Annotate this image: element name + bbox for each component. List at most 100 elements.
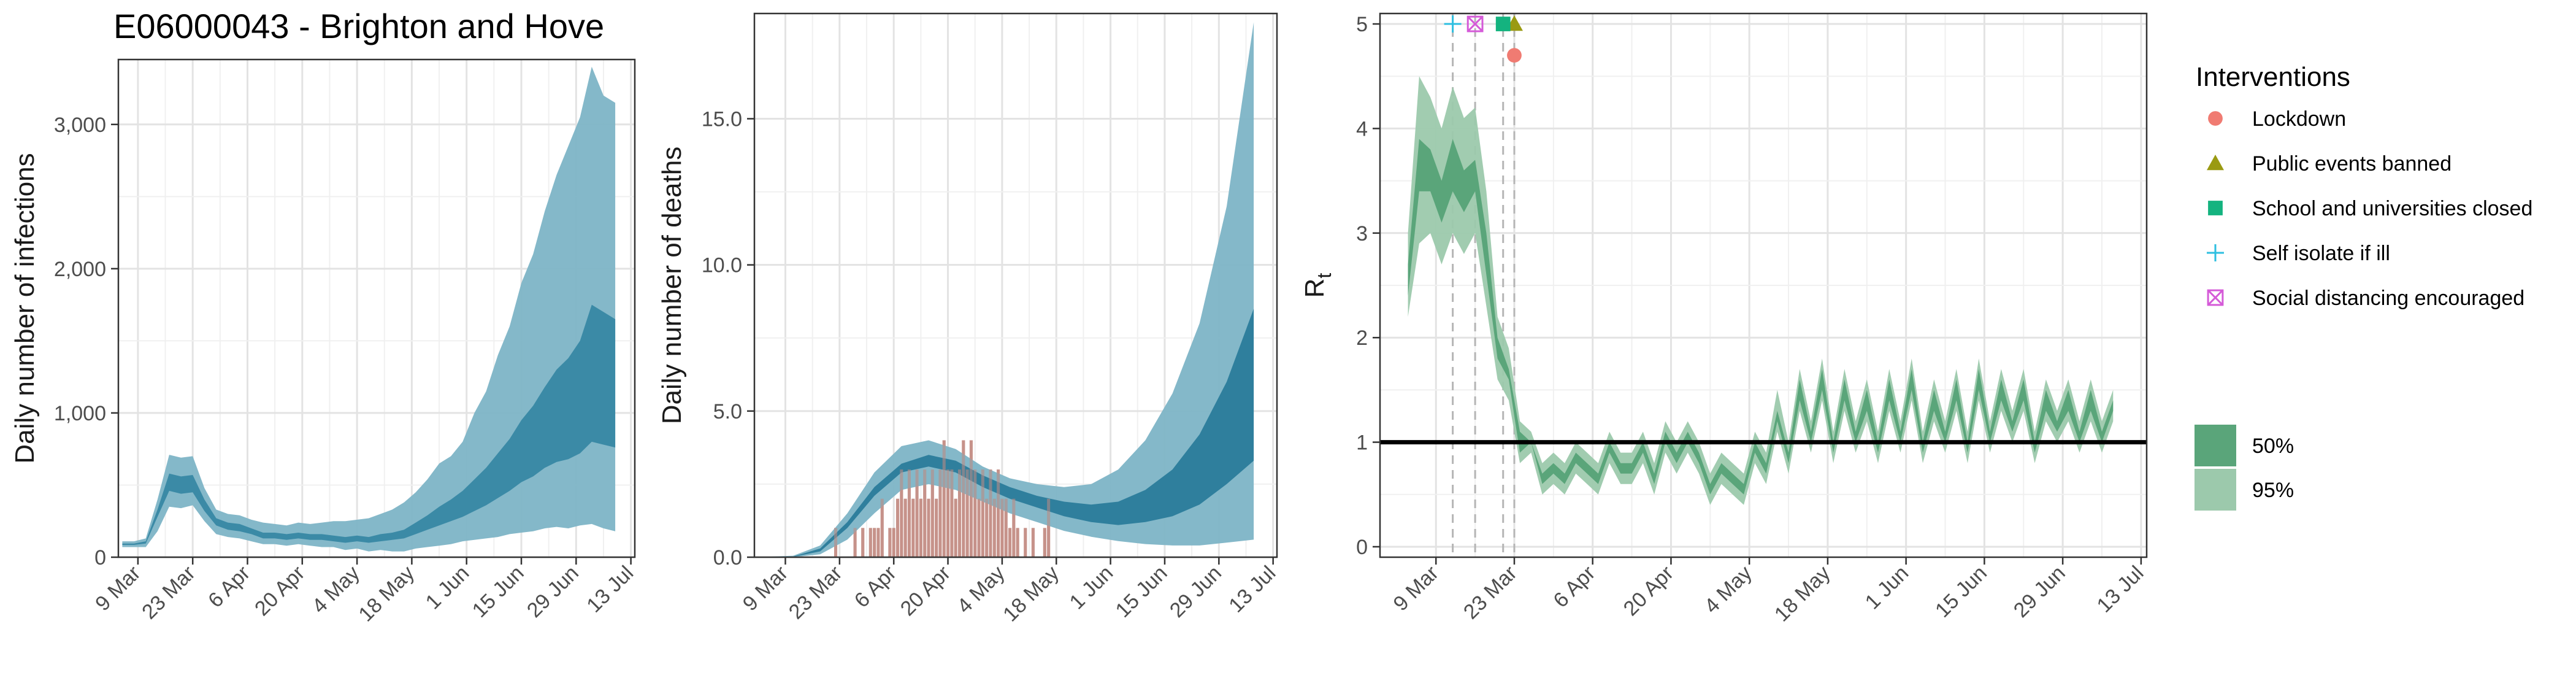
legend-label: 95% [2252, 479, 2294, 502]
observed-death-bar-overlay [989, 469, 992, 557]
y-axis-title-text: R [1300, 279, 1330, 298]
observed-death-bar-overlay [915, 469, 919, 557]
observed-death-bar-overlay [892, 528, 895, 557]
y-tick-label: 0 [1356, 536, 1368, 559]
y-tick-label: 2 [1356, 326, 1368, 350]
observed-death-bar-overlay [942, 440, 946, 557]
y-tick-label: 1 [1356, 431, 1368, 455]
observed-death-bar-overlay [923, 469, 927, 557]
observed-death-bar-overlay [1008, 528, 1012, 557]
band-legend: 50% 95% [2195, 425, 2294, 511]
observed-death-bar-overlay [973, 469, 977, 557]
legend-label: School and universities closed [2252, 197, 2532, 220]
y-axis-title: Rt [1300, 273, 1335, 298]
panel-border [1379, 12, 2148, 558]
legend-swatch [2195, 425, 2236, 466]
intervention-marker-self-isolate-if-ill [1444, 15, 1462, 33]
legend-band-95: 95% [2195, 469, 2294, 511]
observed-death-bar-overlay [876, 528, 880, 557]
legend-key-square-icon [2208, 201, 2223, 215]
panel-border [117, 58, 636, 558]
observed-death-bar-overlay [900, 469, 903, 557]
legend-item-school-and-universities-closed: School and universities closed [2208, 197, 2532, 220]
y-axis-title-text: Daily number of deaths [657, 147, 687, 424]
y-tick-label: 5.0 [713, 400, 742, 423]
y-tick-label: 3,000 [54, 114, 106, 137]
legend-item-self-isolate-if-ill: Self isolate if ill [2207, 242, 2390, 265]
legend-label: 50% [2252, 434, 2294, 458]
legend-label: Lockdown [2252, 107, 2346, 131]
observed-death-bar-overlay [969, 440, 973, 557]
observed-death-bar-overlay [911, 498, 915, 557]
observed-death-bar-overlay [957, 469, 962, 557]
ribbon-50 [1408, 139, 2114, 495]
observed-deaths-bars-overlay [834, 440, 1051, 557]
observed-death-bar-overlay [938, 469, 942, 557]
interventions-legend-title: Interventions [2196, 62, 2350, 92]
observed-death-bar-overlay [868, 528, 872, 557]
observed-death-bar-overlay [977, 498, 981, 557]
observed-death-bar-overlay [1043, 528, 1046, 557]
observed-death-bar-overlay [1047, 498, 1051, 557]
observed-death-bar-overlay [1031, 528, 1035, 557]
intervention-marker-school-and-universities-closed [1495, 17, 1511, 31]
panel-border [753, 12, 1278, 558]
observed-death-bar-overlay [880, 498, 884, 557]
observed-death-bar-overlay [853, 528, 857, 557]
observed-death-bar-overlay [919, 498, 922, 557]
legend-key-circle-icon [2208, 111, 2223, 126]
ribbon-50 [122, 304, 616, 545]
observed-death-bar-overlay [981, 469, 984, 557]
legend-key-boxcross-icon [2207, 289, 2224, 306]
intervention-marker-social-distancing-encouraged [1466, 15, 1484, 33]
observed-death-bar-overlay [954, 498, 957, 557]
legend-swatch [2195, 469, 2236, 511]
ribbon-95 [754, 22, 1254, 558]
y-axis-title-subscript: t [1313, 273, 1335, 279]
y-tick-label: 2,000 [54, 258, 106, 281]
observed-death-bar-overlay [873, 528, 876, 557]
observed-death-bar-overlay [895, 498, 900, 557]
observed-death-bar-overlay [1024, 528, 1027, 557]
legend-label: Self isolate if ill [2252, 242, 2390, 265]
observed-death-bar-overlay [1016, 528, 1019, 557]
observed-death-bar-overlay [950, 469, 954, 557]
legend-item-public-events-banned: Public events banned [2207, 152, 2451, 176]
ribbon-95 [1408, 76, 2114, 505]
y-tick-label: 15.0 [702, 107, 742, 131]
observed-death-bar-overlay [888, 528, 892, 557]
y-axis-title: Daily number of deaths [657, 147, 687, 424]
observed-death-bar-overlay [992, 498, 996, 557]
observed-death-bar-overlay [965, 469, 969, 557]
observed-death-bar-overlay [985, 498, 989, 557]
legend-key-triangle-icon [2207, 155, 2224, 171]
ribbon-95 [122, 66, 616, 552]
observed-death-bar-overlay [930, 469, 934, 557]
figure-title: E06000043 - Brighton and Hove [113, 7, 604, 45]
y-tick-label: 0 [94, 546, 106, 569]
legend-label: Public events banned [2252, 152, 2451, 176]
y-tick-label: 0.0 [713, 546, 742, 569]
observed-death-bar-overlay [834, 528, 838, 557]
y-tick-label: 5 [1356, 13, 1368, 36]
grid [1380, 14, 2147, 557]
legend-band-50: 50% [2195, 425, 2294, 466]
y-tick-label: 4 [1356, 117, 1368, 141]
observed-death-bar-overlay [907, 469, 911, 557]
legend-key-plus-icon [2207, 244, 2224, 261]
observed-death-bar-overlay [1004, 498, 1008, 557]
intervention-marker-lockdown [1507, 48, 1522, 63]
interventions-legend: Interventions Lockdown Public events bann… [2196, 62, 2532, 310]
y-axis-title: Daily number of infections [10, 153, 40, 463]
observed-death-bar-overlay [927, 498, 930, 557]
observed-death-bar-overlay [1012, 498, 1016, 557]
y-axis-title-text: Daily number of infections [10, 153, 40, 463]
observed-death-bar-overlay [1000, 498, 1004, 557]
observed-death-bar-overlay [997, 469, 1000, 557]
observed-death-bar-overlay [861, 528, 865, 557]
y-tick-label: 3 [1356, 222, 1368, 245]
y-tick-label: 10.0 [702, 254, 742, 277]
intervention-markers [1444, 15, 1523, 63]
observed-death-bar-overlay [935, 498, 938, 557]
